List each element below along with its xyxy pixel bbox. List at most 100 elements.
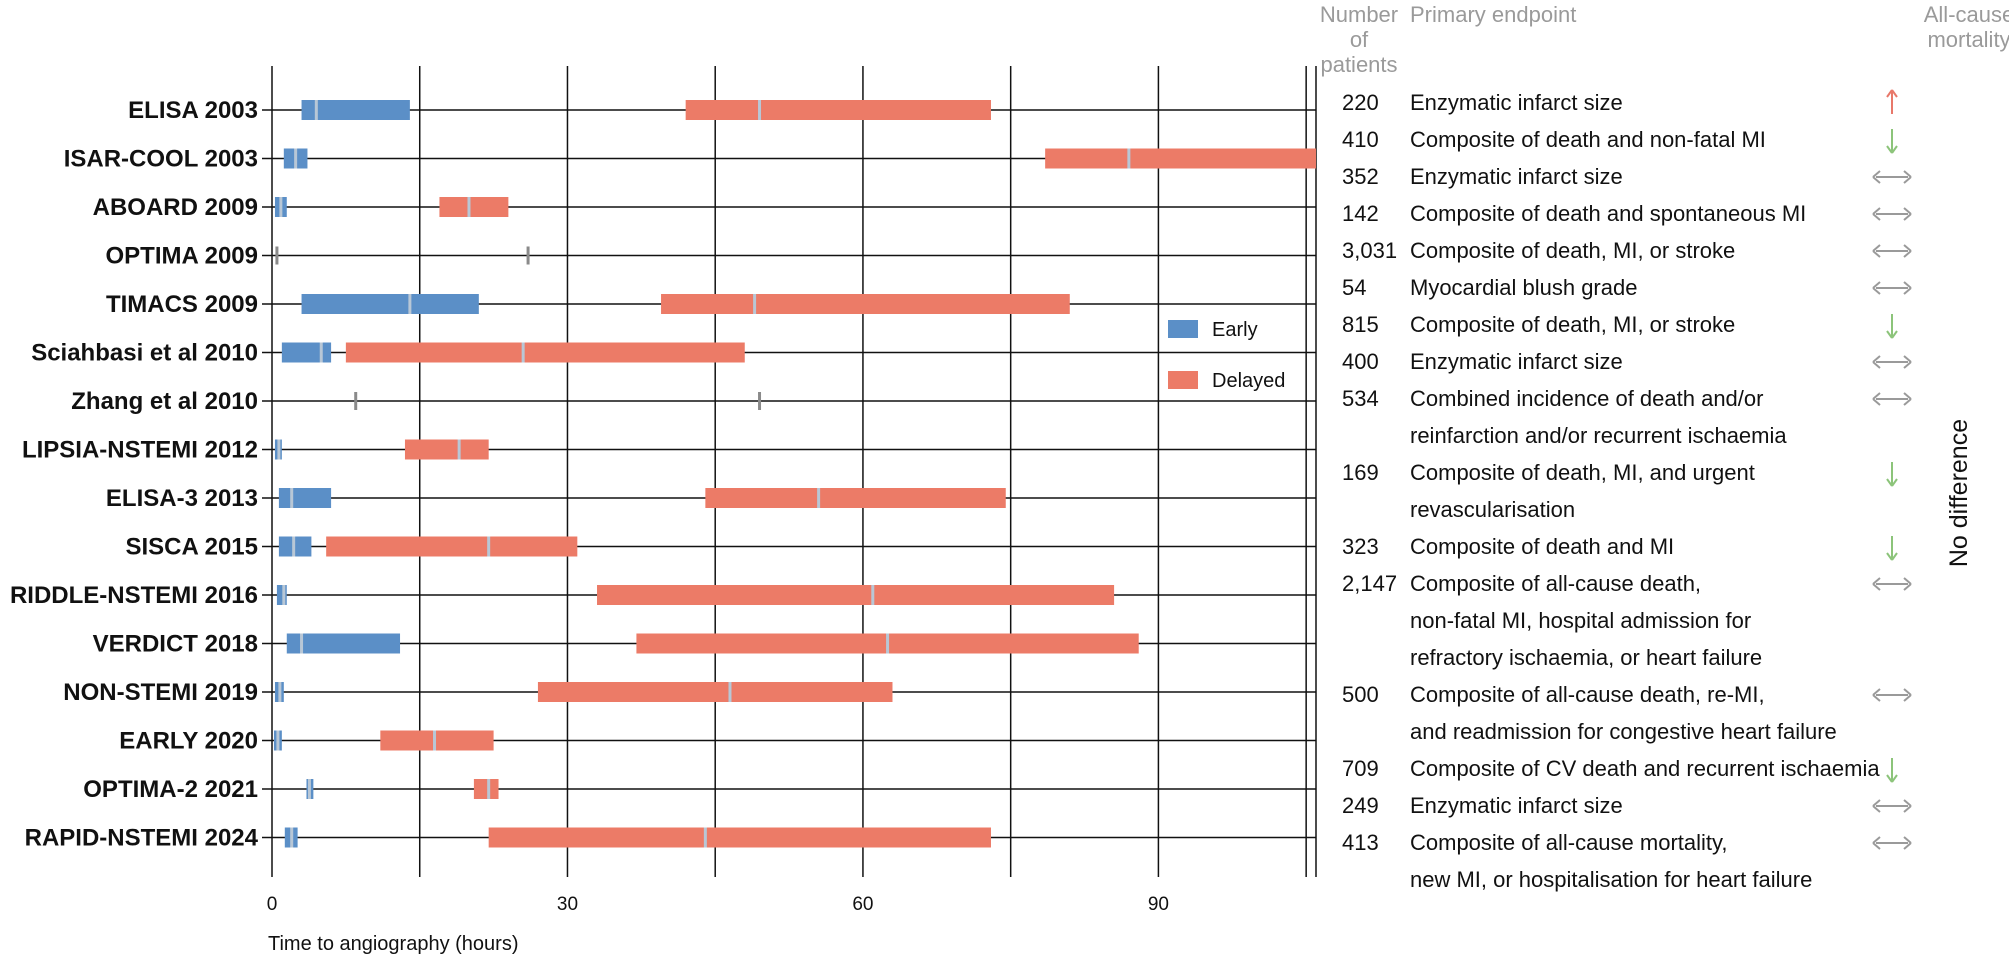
median-marker bbox=[526, 246, 530, 265]
x-tick-label: 90 bbox=[1148, 894, 1169, 915]
median-marker bbox=[467, 197, 471, 217]
median-marker bbox=[282, 585, 286, 605]
header-mortality: All-cause bbox=[1924, 2, 2009, 27]
median-marker bbox=[307, 779, 311, 799]
patient-count: 500 bbox=[1342, 682, 1379, 707]
arrow-head bbox=[1886, 478, 1898, 487]
trial-label: OPTIMA 2009 bbox=[106, 243, 259, 270]
median-marker bbox=[758, 100, 762, 120]
trial-label: RIDDLE-NSTEMI 2016 bbox=[10, 582, 258, 609]
primary-endpoint: Composite of death and MI bbox=[1410, 534, 1674, 559]
trial-label: SISCA 2015 bbox=[125, 534, 258, 561]
patient-count: 249 bbox=[1342, 793, 1379, 818]
median-marker bbox=[314, 100, 318, 120]
delayed-bar bbox=[380, 730, 494, 751]
early-bar bbox=[301, 294, 479, 314]
trial-label: ELISA-3 2013 bbox=[106, 485, 258, 512]
mortality-up-icon bbox=[1886, 89, 1898, 114]
median-marker bbox=[487, 779, 491, 799]
arrow-heads bbox=[1872, 170, 1912, 184]
no-difference-label: No difference bbox=[1945, 419, 1973, 567]
primary-endpoint: Composite of death and spontaneous MI bbox=[1410, 201, 1806, 226]
trial-label: Sciahbasi et al 2010 bbox=[31, 340, 258, 367]
patient-count: 413 bbox=[1342, 830, 1379, 855]
primary-endpoint: non-fatal MI, hospital admission for bbox=[1410, 608, 1751, 633]
median-marker bbox=[457, 439, 461, 460]
patient-count: 400 bbox=[1342, 349, 1379, 374]
primary-endpoint: Composite of all-cause death, re-MI, bbox=[1410, 682, 1765, 707]
primary-endpoint: Enzymatic infarct size bbox=[1410, 90, 1623, 115]
delayed-bar bbox=[473, 779, 499, 799]
primary-endpoint: and readmission for congestive heart fai… bbox=[1410, 719, 1837, 744]
early-bar bbox=[278, 488, 332, 508]
delayed-bar bbox=[597, 585, 1115, 605]
delayed-bar bbox=[488, 827, 991, 848]
mortality-neutral-icon bbox=[1872, 577, 1912, 591]
patient-count: 352 bbox=[1342, 164, 1379, 189]
early-bar bbox=[281, 342, 332, 363]
median-marker bbox=[277, 439, 281, 460]
median-marker bbox=[300, 633, 304, 654]
mortality-neutral-icon bbox=[1872, 281, 1912, 295]
patient-count: 534 bbox=[1342, 386, 1379, 411]
delayed-bar bbox=[1045, 148, 1316, 169]
trial-label: VERDICT 2018 bbox=[93, 631, 258, 658]
primary-endpoint: Combined incidence of death and/or bbox=[1410, 386, 1763, 411]
arrow-heads bbox=[1872, 392, 1912, 406]
x-axis: Time to angiography (hours) 0 30 60 90 bbox=[267, 894, 1169, 955]
arrow-head bbox=[1886, 89, 1898, 98]
median-marker bbox=[728, 682, 732, 702]
primary-endpoint: reinfarction and/or recurrent ischaemia bbox=[1410, 423, 1787, 448]
primary-endpoint: Enzymatic infarct size bbox=[1410, 793, 1623, 818]
arrow-heads bbox=[1872, 688, 1912, 702]
arrow-heads bbox=[1872, 577, 1912, 591]
grid-lines bbox=[271, 66, 1317, 877]
arrow-heads bbox=[1872, 244, 1912, 258]
trial-label: OPTIMA-2 2021 bbox=[83, 776, 258, 803]
early-bar bbox=[301, 100, 410, 120]
primary-endpoint: Composite of death and non-fatal MI bbox=[1410, 127, 1766, 152]
primary-endpoint: Enzymatic infarct size bbox=[1410, 164, 1623, 189]
legend: Early Delayed bbox=[1168, 319, 1285, 392]
primary-endpoint: Enzymatic infarct size bbox=[1410, 349, 1623, 374]
trial-label: Zhang et al 2010 bbox=[71, 388, 258, 415]
delayed-bar bbox=[685, 100, 991, 120]
median-marker bbox=[278, 682, 282, 702]
mortality-down-icon bbox=[1886, 536, 1898, 561]
patient-count: 323 bbox=[1342, 534, 1379, 559]
patient-count: 169 bbox=[1342, 460, 1379, 485]
patient-count: 2,147 bbox=[1342, 571, 1397, 596]
median-marker bbox=[1127, 148, 1131, 169]
median-marker bbox=[487, 536, 491, 557]
trial-labels: ELISA 2003 ISAR-COOL 2003 ABOARD 2009 OPTIM… bbox=[10, 97, 259, 852]
median-marker bbox=[753, 294, 757, 314]
primary-endpoint: Composite of all-cause death, bbox=[1410, 571, 1701, 596]
early-bar bbox=[286, 633, 401, 654]
trial-label: TIMACS 2009 bbox=[106, 291, 258, 318]
x-tick-label: 0 bbox=[267, 894, 278, 915]
arrow-heads bbox=[1872, 207, 1912, 221]
patient-count: 3,031 bbox=[1342, 238, 1397, 263]
legend-swatch-delayed bbox=[1168, 371, 1198, 389]
mortality-down-icon bbox=[1886, 129, 1898, 154]
mortality-neutral-icon bbox=[1872, 688, 1912, 702]
median-marker bbox=[521, 342, 525, 363]
median-marker bbox=[354, 392, 358, 410]
primary-endpoint: Composite of all-cause mortality, bbox=[1410, 830, 1728, 855]
median-marker bbox=[758, 392, 762, 410]
median-marker bbox=[290, 488, 294, 508]
arrow-head bbox=[1886, 330, 1898, 339]
mortality-neutral-icon bbox=[1872, 799, 1912, 813]
median-marker bbox=[279, 197, 283, 217]
delayed-bar bbox=[326, 536, 578, 557]
endpoint-table: 220 Enzymatic infarct size 410 Composite of… bbox=[1342, 89, 1912, 892]
median-marker bbox=[433, 730, 437, 751]
primary-endpoint: refractory ischaemia, or heart failure bbox=[1410, 645, 1762, 670]
median-marker bbox=[817, 488, 821, 508]
header-patients: of bbox=[1350, 27, 1369, 52]
primary-endpoint: Myocardial blush grade bbox=[1410, 275, 1637, 300]
arrow-heads bbox=[1872, 355, 1912, 369]
patient-count: 709 bbox=[1342, 756, 1379, 781]
header-patients: Number bbox=[1320, 2, 1398, 27]
